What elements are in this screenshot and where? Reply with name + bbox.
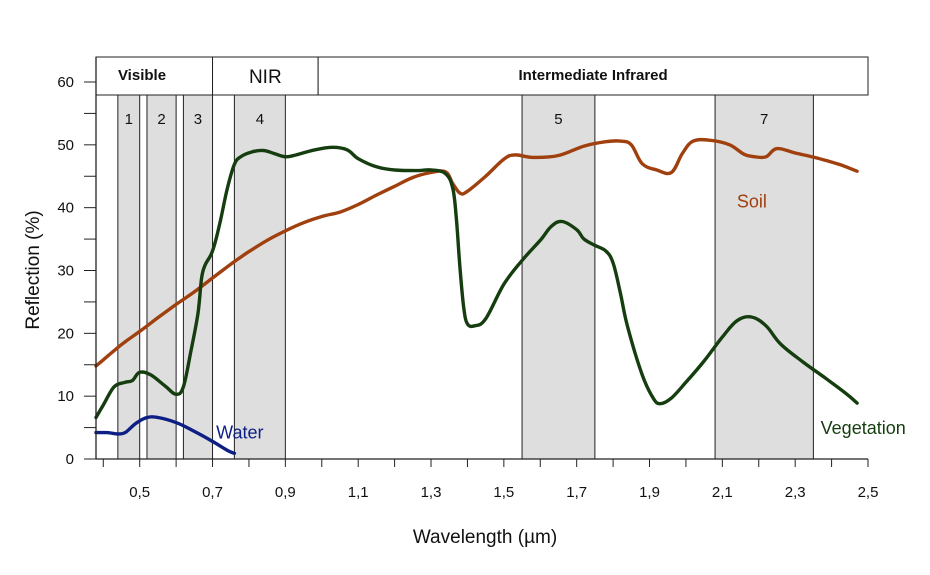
region-label-intermediate-infrared: Intermediate Infrared	[518, 67, 667, 84]
x-axis-title: Wavelength (µm)	[413, 527, 557, 548]
band-label-2: 2	[157, 111, 165, 128]
series-line-vegetation	[94, 145, 859, 420]
x-tick-label: 2,3	[785, 484, 806, 501]
band-2	[146, 94, 177, 460]
y-tick-label: 20	[57, 325, 74, 342]
region-box-nir	[212, 56, 319, 96]
series-label-soil: Soil	[737, 192, 767, 212]
region-box-intermediate-infrared	[317, 56, 869, 96]
y-tick-label: 40	[57, 200, 74, 217]
y-tick-label: 60	[57, 74, 74, 91]
region-label-nir: NIR	[249, 67, 282, 88]
series-label-vegetation: Vegetation	[821, 418, 906, 438]
series-line-water	[94, 415, 237, 455]
band-label-1: 1	[125, 111, 133, 128]
y-tick-label: 30	[57, 263, 74, 280]
axes: 0 10 20 30 40 50 60 0,5 0,7 0,9 1,1 1,3 1,5 1,7 1,9 2,1…	[57, 57, 878, 501]
x-tick-label: 0,7	[202, 484, 223, 501]
band-3	[182, 94, 214, 460]
x-tick-label: 1,9	[639, 484, 660, 501]
region-label-visible: Visible	[118, 67, 166, 84]
band-label-7: 7	[760, 111, 768, 128]
y-tick-label: 50	[57, 137, 74, 154]
band-5	[521, 94, 596, 460]
x-tick-label: 0,5	[129, 484, 150, 501]
x-tick-label: 0,9	[275, 484, 296, 501]
region-box-visible	[95, 56, 214, 96]
series-line-soil	[94, 137, 859, 368]
band-7	[714, 94, 814, 460]
series-lines: Soil Vegetation Water	[94, 137, 906, 455]
spectral-bands: 1 2 3 4 5 7	[117, 94, 814, 460]
x-tick-label: 1,5	[493, 484, 514, 501]
spectral-region-header: Visible NIR Intermediate Infrared	[95, 56, 869, 96]
series-label-water: Water	[216, 422, 263, 442]
y-axis-title: Reflection (%)	[23, 210, 44, 329]
band-label-5: 5	[554, 111, 562, 128]
band-label-3: 3	[194, 111, 202, 128]
band-1	[117, 94, 141, 460]
y-tick-label: 10	[57, 388, 74, 405]
x-tick-label: 2,5	[858, 484, 879, 501]
y-tick-label: 0	[66, 451, 74, 468]
x-tick-label: 1,3	[421, 484, 442, 501]
x-tick-label: 2,1	[712, 484, 733, 501]
x-tick-label: 1,7	[566, 484, 587, 501]
x-tick-label: 1,1	[348, 484, 369, 501]
band-label-4: 4	[256, 111, 264, 128]
